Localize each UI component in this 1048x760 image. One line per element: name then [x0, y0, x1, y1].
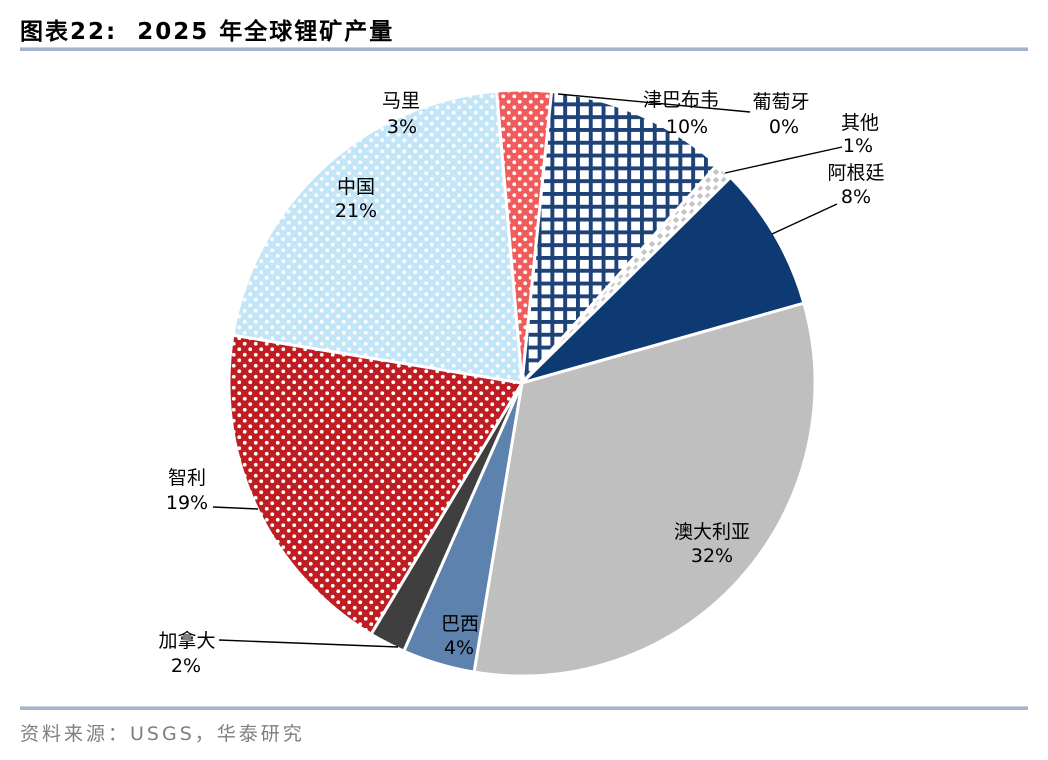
pie-slice-argentina: [520, 175, 806, 385]
figure-title: 图表22: 2025 年全球锂矿产量: [20, 19, 395, 45]
leader-line-other: [724, 146, 843, 174]
pie-label-portugal-value: 0%: [769, 116, 799, 138]
pie-label-chile-name: 智利: [168, 467, 206, 489]
pie-slice-zimbabwe: [520, 90, 719, 385]
leader-line-argentina: [771, 203, 838, 235]
pie-label-brazil-value: 4%: [444, 637, 474, 659]
footer-divider: [20, 706, 1028, 710]
pie-label-other-name: 其他: [841, 112, 879, 134]
pie-label-zimbabwe-value: 10%: [666, 116, 708, 138]
pie-label-argentina-value: 8%: [841, 186, 871, 208]
leader-line-canada: [218, 639, 399, 648]
leader-line-chile: [212, 506, 259, 510]
pie-slice-chile: [227, 333, 524, 636]
pie-label-chile-value: 19%: [166, 492, 208, 514]
pie-slice-australia: [472, 301, 817, 678]
pie-label-mali-name: 马里: [382, 90, 420, 112]
pie-label-zimbabwe-name: 津巴布韦: [643, 89, 719, 111]
pie-label-china-name: 中国: [337, 176, 375, 198]
pie-slice-china: [231, 89, 524, 385]
pie-label-canada-name: 加拿大: [158, 629, 215, 652]
pie-label-canada-value: 2%: [171, 655, 201, 677]
pie-label-argentina-name: 阿根廷: [827, 162, 884, 184]
pie-label-portugal-name: 葡萄牙: [752, 91, 809, 113]
leader-line-portugal: [557, 93, 751, 113]
pie-label-other-value: 1%: [843, 135, 873, 157]
pie-label-mali-value: 3%: [387, 116, 417, 138]
pie-label-brazil-name: 巴西: [441, 613, 479, 635]
pie-label-australia-name: 澳大利亚: [674, 521, 750, 543]
pie-label-china-value: 21%: [335, 200, 377, 222]
pie-label-australia-value: 32%: [691, 545, 733, 567]
title-divider: [20, 47, 1028, 51]
source-note: 资料来源：USGS，华泰研究: [20, 723, 305, 745]
